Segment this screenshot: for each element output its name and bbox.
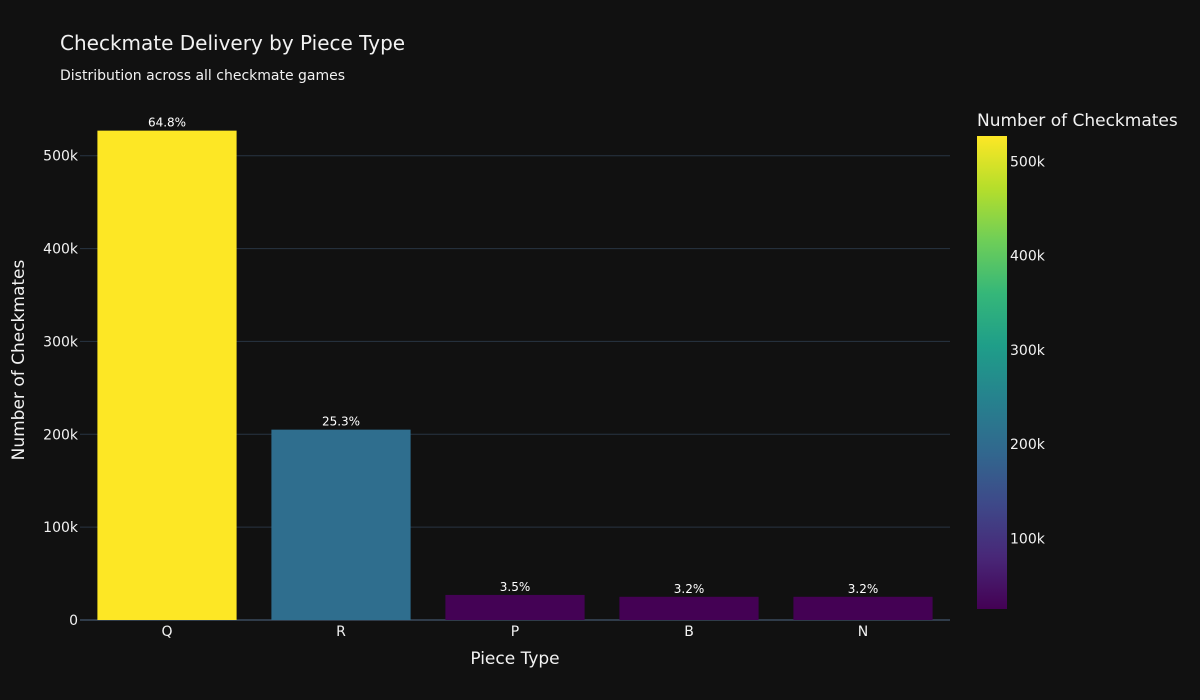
chart-title: Checkmate Delivery by Piece Type [60,31,405,55]
bar [619,596,759,620]
bar-data-label: 25.3% [322,415,360,429]
colorbar-tick-label: 300k [1010,343,1046,359]
bars [97,130,933,620]
bar-data-label: 3.5% [500,580,531,594]
colorbar-tick-label: 500k [1010,154,1046,170]
bar-data-label: 3.2% [848,582,879,596]
y-axis-ticks: 0 100k 200k 300k 400k 500k [43,149,79,629]
chart-subtitle: Distribution across all checkmate games [60,68,345,84]
x-tick-label: R [336,624,346,640]
y-tick-label: 500k [43,149,79,165]
bar [445,594,585,620]
colorbar-tick-label: 200k [1010,437,1046,453]
x-tick-label: Q [161,624,172,640]
colorbar-title: Number of Checkmates [977,111,1178,131]
bar-data-label: 64.8% [148,116,186,130]
bar [97,130,237,620]
colorbar-ticks: 100k 200k 300k 400k 500k [1010,154,1046,547]
x-axis-title: Piece Type [470,649,559,669]
y-tick-label: 400k [43,242,79,258]
colorbar-tick-label: 100k [1010,531,1046,547]
x-tick-label: N [858,624,868,640]
y-tick-label: 200k [43,427,79,443]
bar [793,596,933,620]
bar-data-labels: 64.8% 25.3% 3.5% 3.2% 3.2% [148,116,878,596]
colorbar-tick-label: 400k [1010,249,1046,265]
y-tick-label: 300k [43,334,79,350]
y-axis-title: Number of Checkmates [9,259,29,460]
y-tick-label: 0 [69,613,78,629]
colorbar [977,136,1007,609]
x-tick-label: P [511,624,519,640]
bar [271,429,411,620]
x-tick-label: B [684,624,694,640]
bar-data-label: 3.2% [674,582,705,596]
y-tick-label: 100k [43,520,79,536]
